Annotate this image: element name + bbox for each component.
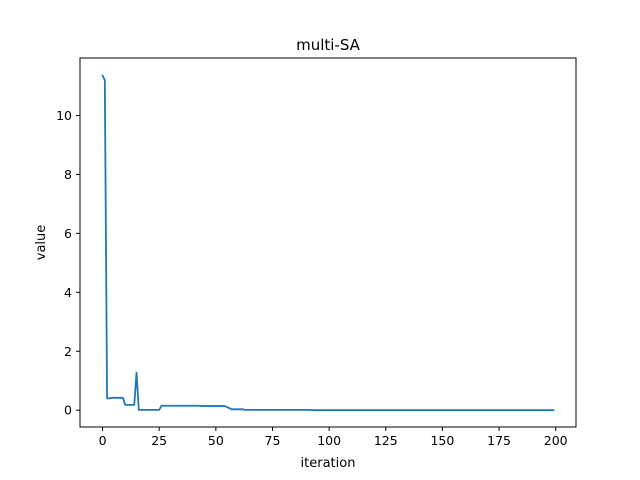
y-tick-label: 0 [64,403,72,418]
x-tick-label: 150 [430,433,454,448]
y-tick-label: 10 [56,108,72,123]
x-tick-label: 125 [374,433,398,448]
x-tick-label: 100 [317,433,341,448]
series-layer [101,74,555,412]
plot-frame [79,57,577,428]
y-tick-label: 4 [64,285,72,300]
x-tick-label: 175 [487,433,511,448]
y-tick-label: 2 [64,344,72,359]
y-tick-label: 6 [64,226,72,241]
x-tick-label: 50 [208,433,224,448]
y-axis-label: value [34,225,49,261]
chart-title: multi-SA [296,36,361,54]
x-tick-label: 200 [544,433,568,448]
x-axis-label: iteration [301,456,356,471]
y-tick-label: 8 [64,167,72,182]
x-axis: 0 25 50 75 100 125 150 175 200 [99,427,568,448]
y-axis: 0 2 4 6 8 10 [56,108,80,418]
series-line-0 [101,74,555,412]
x-tick-label: 25 [151,433,167,448]
x-tick-label: 75 [265,433,281,448]
x-tick-label: 0 [99,433,107,448]
